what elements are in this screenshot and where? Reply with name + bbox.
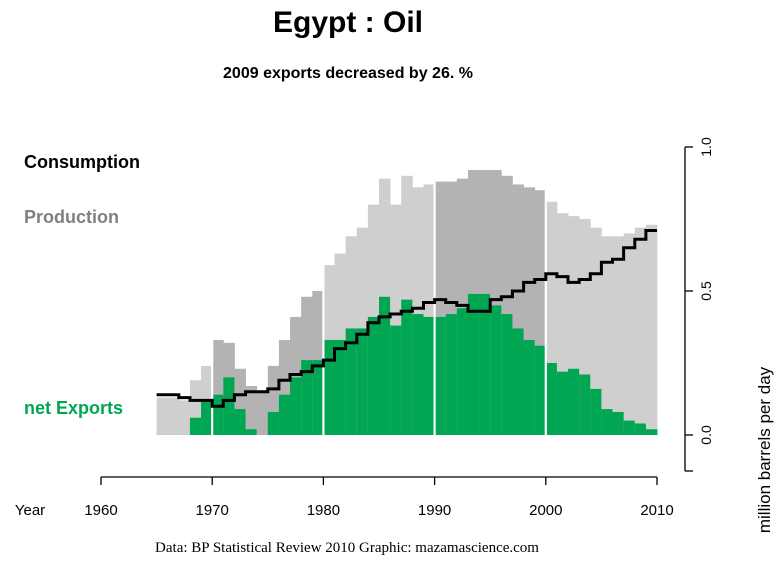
exports-bar-2009: [645, 429, 658, 435]
production-bar-1989: [423, 184, 435, 435]
y-axis: 0.0 0.5 1.0: [684, 137, 714, 472]
exports-bar-1983: [356, 328, 369, 435]
production-bar-1990: [434, 181, 447, 435]
production-bar-1975: [267, 365, 280, 435]
source-credit: Data: BP Statistical Review 2010 Graphic…: [155, 540, 539, 556]
production-bar-1973: [245, 386, 258, 435]
exports-bar-1970: [212, 394, 224, 435]
exports-bar-1989: [423, 316, 435, 435]
production-bar-1996: [501, 175, 513, 436]
exports-bar-1988: [412, 314, 424, 435]
exports-bar-1997: [512, 328, 524, 435]
production-bar-2004: [590, 227, 602, 435]
y-tick-label-0.5: 0.5: [698, 281, 714, 301]
exports-bar-2001: [556, 371, 569, 435]
production-bar-1986: [390, 204, 402, 435]
production-bar-2006: [612, 236, 625, 435]
exports-bar-2003: [579, 374, 591, 435]
legend-exports: net Exports: [24, 398, 123, 418]
exports-bar-1990: [434, 316, 447, 435]
production-bar-2008: [634, 227, 647, 435]
exports-bar-2008: [634, 423, 647, 435]
exports-bar-1968: [189, 417, 202, 435]
exports-bar-1973: [245, 429, 258, 435]
y-tick-label-1.0: 1.0: [698, 137, 714, 157]
production-bar-2003: [579, 219, 591, 435]
exports-bar-1978: [301, 360, 313, 435]
exports-bar-1979: [312, 360, 324, 435]
production-bar-1995: [490, 170, 502, 436]
exports-bar-1977: [290, 377, 302, 435]
production-bar-1965: [156, 397, 169, 435]
exports-bar-1998: [523, 339, 536, 435]
exports-bar-2005: [601, 409, 613, 435]
exports-bar-1976: [278, 394, 291, 435]
chart-title: Egypt : Oil: [273, 6, 423, 39]
production-bar-1970: [212, 339, 224, 435]
y-axis-label: million barrels per day: [755, 366, 774, 533]
exports-bar-1996: [501, 314, 513, 435]
exports-bar-2002: [568, 368, 580, 435]
x-tick-label-2000: 2000: [529, 502, 562, 519]
production-bar-2009: [645, 224, 658, 435]
production-bar-2007: [623, 233, 636, 435]
production-bar-2000: [545, 201, 558, 435]
production-bar-1966: [167, 397, 180, 435]
exports-bar-1985: [379, 296, 391, 435]
exports-bar-2004: [590, 388, 602, 435]
exports-bar-1972: [234, 409, 246, 435]
exports-bar-1982: [345, 328, 358, 435]
x-tick-label-1960: 1960: [84, 502, 117, 519]
production-bar-1976: [278, 339, 291, 435]
production-bar-1968: [189, 380, 202, 435]
exports-bar-1980: [323, 339, 335, 435]
exports-bar-2006: [612, 411, 625, 435]
exports-bar-1975: [267, 411, 280, 435]
exports-bar-1984: [367, 316, 380, 435]
exports-bar-1999: [534, 345, 547, 435]
production-bar-1998: [523, 187, 536, 435]
exports-bar-1981: [334, 339, 347, 435]
legend-consumption: Consumption: [24, 152, 140, 172]
exports-bar-2007: [623, 420, 636, 435]
exports-bar-1987: [401, 299, 413, 435]
plot-area: [156, 170, 658, 436]
production-bar-2001: [556, 213, 569, 435]
exports-bar-1991: [445, 314, 458, 435]
production-bar-1999: [534, 190, 547, 435]
production-bar-1997: [512, 184, 524, 435]
exports-bar-1995: [490, 305, 502, 435]
production-bar-1991: [445, 181, 458, 435]
y-tick-label-0.0: 0.0: [698, 425, 714, 445]
production-bar-1972: [234, 368, 246, 435]
exports-bar-1994: [479, 293, 491, 435]
x-tick-label-2010: 2010: [640, 502, 673, 519]
production-bar-2005: [601, 236, 613, 435]
production-bar-1967: [178, 400, 191, 435]
exports-bar-1986: [390, 325, 402, 435]
x-axis: 1960 1970 1980 1990 2000 2010: [84, 476, 674, 519]
exports-bar-1969: [201, 400, 213, 435]
exports-bar-1993: [467, 293, 480, 435]
x-axis-label: Year: [15, 502, 45, 519]
x-tick-label-1990: 1990: [418, 502, 451, 519]
exports-bar-1992: [456, 308, 469, 435]
legend-production: Production: [24, 207, 119, 227]
production-bar-2002: [568, 216, 580, 435]
decade-gridlines: [211, 175, 547, 435]
chart-subtitle: 2009 exports decreased by 26. %: [223, 65, 473, 82]
production-bar-1988: [412, 187, 424, 435]
x-tick-label-1980: 1980: [307, 502, 340, 519]
x-tick-label-1970: 1970: [196, 502, 229, 519]
consumption-line: [156, 229, 657, 408]
exports-bar-2000: [545, 363, 558, 435]
exports-bar-1971: [223, 377, 235, 435]
production-bar-1974: [256, 391, 269, 435]
